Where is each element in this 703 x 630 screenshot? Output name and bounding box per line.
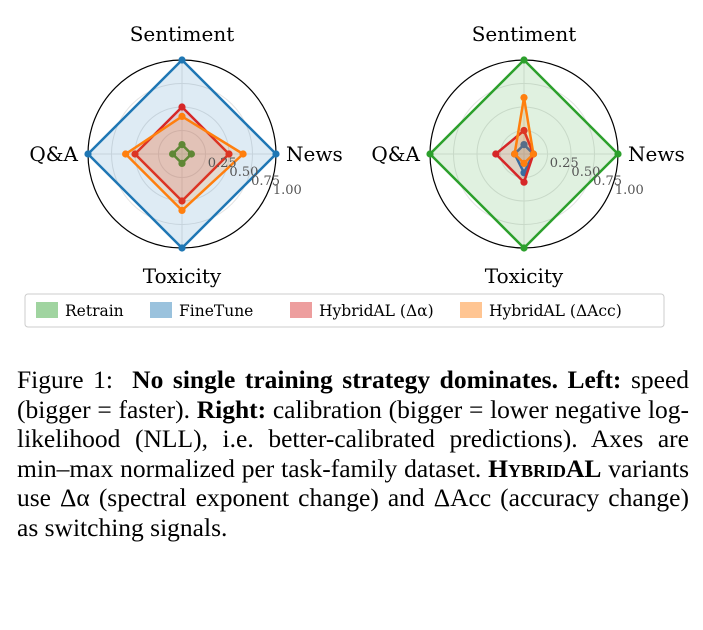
axis-label-qa: Q&A [29,142,78,166]
series-retrain-point [520,56,528,64]
legend-retrain-swatch [36,302,58,318]
series-hybridal-acc-point [520,94,528,102]
series-hybridal-alpha-point [520,178,528,186]
series-hybridal-acc-point [529,150,538,158]
series-hybridal-acc-point [178,112,186,120]
caption-method-name: HybridAL [488,453,602,483]
radial-tick-label: 0.75 [251,174,280,189]
legend-hybridal-acc-swatch [460,302,482,318]
legend-hybridal-acc-label: HybridAL (ΔAcc) [489,302,622,320]
caption-title: No single training strategy dominates. [132,365,558,394]
series-hybridal-alpha-point [178,197,186,205]
series-hybridal-alpha-point [225,150,233,158]
radial-tick-label: 1.00 [273,183,302,198]
caption-tail-text: variants use Δα (spectral exponent chang… [17,453,690,542]
radar-charts: 0.250.500.751.00SentimentNewsToxicityQ&A… [24,22,685,328]
axis-label-toxicity: Toxicity [143,264,222,288]
radial-tick-label: 0.25 [208,156,237,171]
series-retrain-point [426,150,434,158]
legend-finetune-label: FineTune [179,302,253,320]
caption-right-text: calibration (bigger = lower negative log… [17,394,690,483]
legend: Retrain FineTune HybridAL (Δα) HybridAL (ΔA… [24,293,665,328]
figure: 0.25 0.50 0.75 1.00 Sentiment News Toxicity Q&A… [24,22,685,328]
series-finetune-point [84,150,92,158]
radial-tick-label: 0.25 [550,156,579,171]
radar-chart-right: 0.250.500.751.00 Sentiment News Toxicity Q&A [371,22,684,288]
caption-left-label: Left: [567,365,622,394]
radar-chart-left: 0.250.500.751.00 Sentiment News Toxicity Q&A [29,22,342,288]
caption-right-label: Right: [196,394,267,424]
legend-box [24,293,665,328]
series-retrain-point [520,244,528,252]
series-finetune-point [178,244,186,252]
axis-label-news: News [628,142,685,166]
series-hybridal-alpha-point [492,150,500,158]
series-hybridal-acc-point [178,206,186,214]
legend-retrain-label: Retrain [65,302,124,320]
series-retrain-point [187,150,195,158]
series-hybridal-alpha-point [131,150,139,158]
axis-label-sentiment: Sentiment [130,22,235,46]
series-finetune-point [272,150,280,158]
series-hybridal-alpha-point [178,103,186,111]
series-retrain-point [614,150,622,158]
series-hybridal-acc-point [510,150,519,158]
axis-label-toxicity: Toxicity [485,264,564,288]
series-hybridal-acc-point [122,150,130,158]
legend-finetune-swatch [150,302,172,318]
series-retrain-point [169,150,177,158]
series-finetune-point [178,56,186,64]
axis-label-qa: Q&A [371,142,420,166]
axis-label-sentiment: Sentiment [472,22,577,46]
radial-tick-label: 0.50 [229,165,258,180]
radial-tick-label: 0.75 [593,174,622,189]
radial-tick-label: 1.00 [615,183,644,198]
series-hybridal-acc-point [239,150,247,158]
figure-caption: Figure 1: No single training strategy do… [17,365,689,543]
legend-hybridal-alpha-swatch [290,302,312,318]
series-retrain-point [178,141,186,149]
series-hybridal-alpha-point [520,126,528,135]
legend-hybridal-alpha-label: HybridAL (Δα) [319,302,434,320]
axis-label-news: News [286,142,343,166]
caption-left-text: speed (bigger = faster). [17,365,690,424]
series-retrain-point [178,159,186,167]
radial-tick-label: 0.50 [571,165,600,180]
series-finetune-point [520,141,528,149]
caption-figure-label: Figure 1: [17,365,113,394]
series-hybridal-acc-point [520,159,528,167]
